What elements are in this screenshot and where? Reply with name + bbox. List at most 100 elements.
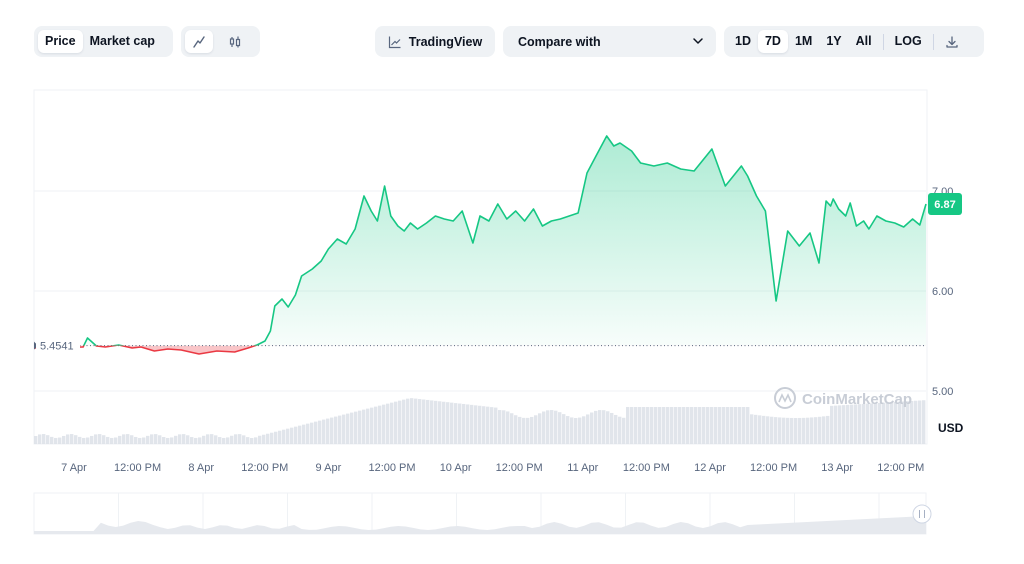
range-navigator[interactable] xyxy=(33,492,932,535)
range-all[interactable]: All xyxy=(855,34,872,48)
volume-bar xyxy=(246,437,250,444)
volume-bar xyxy=(234,434,238,444)
volume-bar xyxy=(466,404,470,444)
compare-with-dropdown[interactable]: Compare with xyxy=(503,26,716,57)
baseline-label-bg xyxy=(36,338,80,353)
range-7d[interactable]: 7D xyxy=(757,30,788,53)
volume-bar xyxy=(146,435,150,444)
volume-bar xyxy=(842,405,846,444)
chart-toolbar: Price Market cap TradingView Compare wit… xyxy=(0,26,1024,58)
volume-bar xyxy=(230,435,234,444)
volume-bar xyxy=(538,413,542,444)
volume-bar xyxy=(522,417,526,444)
volume-bar xyxy=(558,412,562,444)
current-price-badge xyxy=(928,193,962,215)
volume-bar xyxy=(462,403,466,444)
x-tick-label: 8 Apr xyxy=(188,462,214,474)
volume-bar xyxy=(734,407,738,444)
range-1m[interactable]: 1M xyxy=(794,34,813,48)
volume-bar xyxy=(862,403,866,444)
download-button[interactable] xyxy=(938,30,966,53)
range-1d[interactable]: 1D xyxy=(735,34,751,48)
volume-bar xyxy=(54,437,58,444)
volume-bar xyxy=(322,419,326,444)
volume-bar xyxy=(706,407,710,444)
volume-bar xyxy=(814,417,818,444)
coinmarketcap-logo-icon xyxy=(774,387,796,409)
volume-bar xyxy=(846,404,850,444)
volume-bar xyxy=(426,399,430,444)
volume-bar xyxy=(450,402,454,444)
volume-bar xyxy=(518,416,522,444)
volume-bar xyxy=(214,435,218,444)
volume-bar xyxy=(186,435,190,444)
volume-bar xyxy=(762,415,766,444)
tradingview-button[interactable]: TradingView xyxy=(375,26,495,57)
volume-bar xyxy=(302,424,306,444)
volume-bar xyxy=(330,417,334,444)
volume-bar xyxy=(670,407,674,444)
volume-bar xyxy=(454,403,458,444)
volume-bar xyxy=(918,400,922,444)
x-tick-label: 13 Apr xyxy=(821,462,853,474)
navigator-area xyxy=(34,516,926,534)
currency-label: USD xyxy=(938,421,964,435)
volume-bar xyxy=(758,415,762,444)
volume-bar xyxy=(130,435,134,444)
volume-bar xyxy=(742,407,746,444)
volume-bar xyxy=(614,414,618,444)
x-tick-label: 12 Apr xyxy=(694,462,726,474)
volume-bar xyxy=(342,414,346,444)
volume-bar xyxy=(226,437,230,444)
volume-bar xyxy=(418,399,422,444)
market-cap-tab[interactable]: Market cap xyxy=(89,34,155,48)
price-tab[interactable]: Price xyxy=(38,30,83,53)
volume-bar xyxy=(890,402,894,444)
volume-bar xyxy=(238,434,242,444)
volume-bar xyxy=(638,407,642,444)
volume-bar xyxy=(626,407,630,444)
range-1y[interactable]: 1Y xyxy=(826,34,842,48)
volume-bar xyxy=(906,401,910,444)
line-chart-button[interactable] xyxy=(185,30,213,53)
volume-bar xyxy=(634,407,638,444)
x-tick-label: 12:00 PM xyxy=(368,462,415,474)
volume-bar xyxy=(78,436,82,444)
volume-bar xyxy=(602,410,606,444)
volume-bar xyxy=(898,401,902,444)
price-area-down xyxy=(34,345,926,354)
volume-bar xyxy=(554,410,558,444)
volume-bar xyxy=(270,432,274,444)
x-tick-label: 11 Apr xyxy=(567,462,598,474)
volume-bar xyxy=(82,437,86,444)
volume-bar xyxy=(582,416,586,444)
volume-bar xyxy=(346,413,350,444)
volume-bar xyxy=(254,437,258,444)
log-scale-toggle[interactable]: LOG xyxy=(894,34,922,48)
chart-type-toggle xyxy=(181,26,260,57)
volume-bar xyxy=(178,434,182,444)
volume-bar xyxy=(498,410,502,444)
price-area xyxy=(34,136,926,354)
volume-bar xyxy=(766,416,770,444)
volume-bar xyxy=(894,401,898,444)
volume-bar xyxy=(914,400,918,444)
volume-bar xyxy=(642,407,646,444)
volume-bar xyxy=(610,412,614,444)
volume-bar xyxy=(314,421,318,444)
volume-bar xyxy=(390,402,394,444)
volume-bar xyxy=(902,401,906,444)
navigator-handle[interactable] xyxy=(912,504,932,524)
volume-bar xyxy=(594,410,598,444)
volume-bar xyxy=(446,402,450,444)
volume-bar xyxy=(878,402,882,444)
volume-bar xyxy=(550,410,554,444)
volume-bar xyxy=(726,407,730,444)
candlestick-button[interactable] xyxy=(221,30,249,53)
volume-bar xyxy=(542,411,546,444)
volume-bar xyxy=(850,404,854,444)
baseline-label: 5.4541 xyxy=(40,341,74,353)
volume-bar xyxy=(770,416,774,444)
